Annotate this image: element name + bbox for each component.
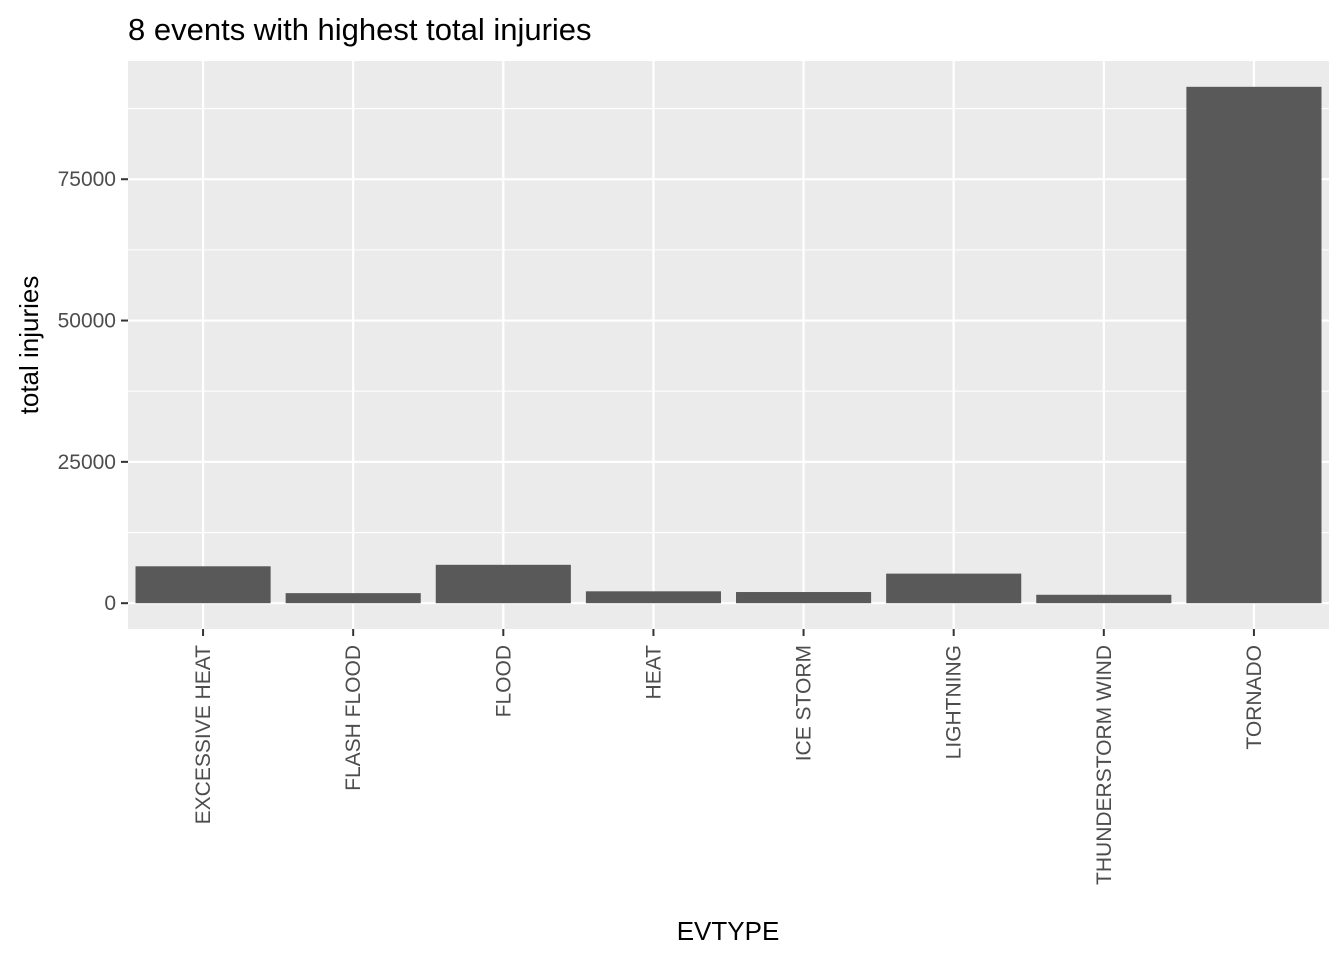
x-tick-label: FLOOD [492,645,515,717]
bar [585,591,721,604]
y-tick-label: 0 [104,592,116,615]
bar [135,566,271,604]
minor-gridlines [128,108,1329,534]
x-axis-title: EVTYPE [677,916,780,946]
bar [1036,594,1172,604]
y-tick-label: 25000 [58,451,116,474]
x-tick-label: EXCESSIVE HEAT [192,645,215,825]
x-tick-label: HEAT [642,645,665,700]
x-axis: EXCESSIVE HEAT FLASH FLOOD FLOOD HEAT ICE ST… [192,629,1266,885]
x-tick-label: FLASH FLOOD [342,645,365,791]
y-tick-label: 50000 [58,310,116,333]
x-tick-label: LIGHTNING [943,645,966,759]
x-tick-label: TORNADO [1243,645,1266,750]
bars [135,86,1322,604]
bar [285,593,421,604]
x-tick-label: ICE STORM [793,645,816,761]
y-axis: 0 25000 50000 75000 [58,168,128,615]
bar [1186,86,1322,604]
bar [435,564,571,604]
bar [886,573,1022,604]
plot-panel [128,61,1329,629]
chart-title: 8 events with highest total injuries [128,12,592,47]
x-tick-label: THUNDERSTORM WIND [1093,645,1116,885]
major-gridlines [128,61,1329,629]
y-axis-title: total injuries [14,276,44,415]
bar [736,592,872,604]
y-tick-label: 75000 [58,168,116,191]
